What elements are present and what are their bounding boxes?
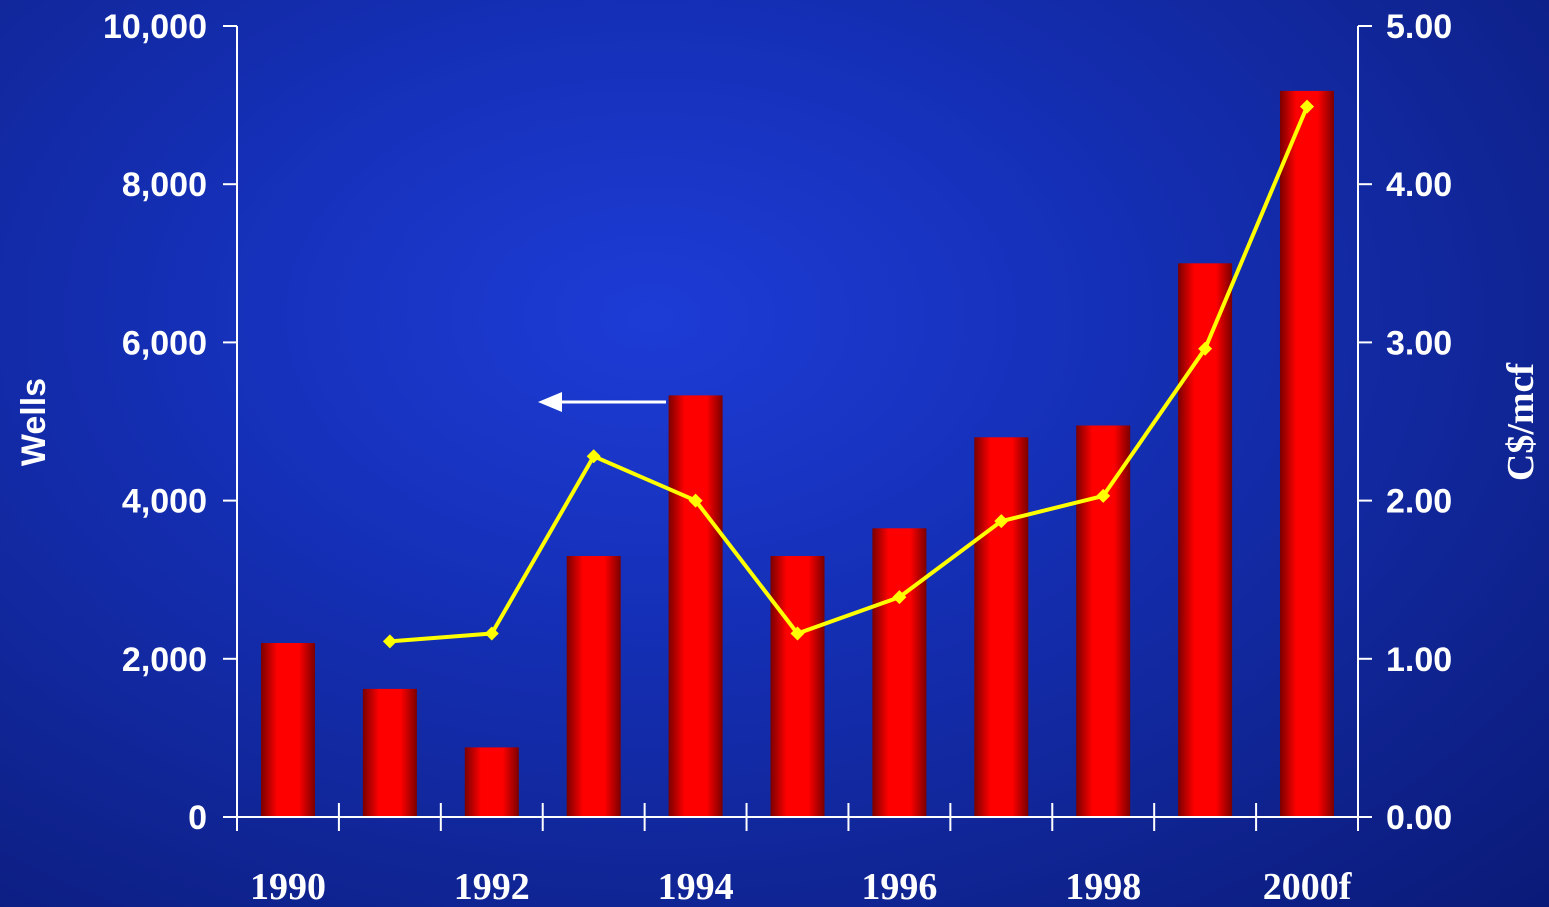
bar-1996 (872, 528, 927, 817)
x-tick-label-1994: 1994 (658, 866, 734, 907)
x-tick-label-1998: 1998 (1065, 866, 1141, 907)
x-tick-label-2000f: 2000f (1263, 866, 1353, 907)
price-point-1992 (484, 626, 499, 641)
bar-1998 (1076, 425, 1131, 817)
bars-layer (261, 90, 1334, 817)
left-axis-arrow-head (538, 392, 562, 412)
price-point-1994 (688, 493, 703, 508)
bar-1990 (261, 643, 315, 817)
price-line (389, 105, 1309, 644)
y-right-tick-label: 4.00 (1386, 166, 1452, 204)
y-right-tick-label: 1.00 (1386, 641, 1452, 679)
price-point-1995 (790, 626, 805, 641)
x-tick-label-1990: 1990 (250, 866, 326, 907)
line-layer (382, 99, 1315, 649)
price-point-1997 (994, 514, 1009, 529)
y-left-tick-label: 0 (188, 799, 207, 837)
price-point-1993 (586, 449, 601, 464)
x-tick-label-1996: 1996 (861, 866, 937, 907)
y-right-tick-label: 0.00 (1386, 799, 1452, 837)
y-left-tick-label: 8,000 (122, 166, 207, 204)
x-tick-label-1992: 1992 (454, 866, 530, 907)
annotation-layer (538, 392, 666, 412)
price-point-1998 (1096, 488, 1111, 503)
price-point-1991 (382, 634, 397, 649)
y-right-tick-label: 2.00 (1386, 483, 1452, 521)
y-right-tick-label: 3.00 (1386, 324, 1452, 362)
bar-1997 (974, 437, 1029, 817)
y-left-tick-label: 10,000 (103, 8, 207, 46)
bar-2000f (1280, 90, 1334, 817)
y-left-tick-label: 6,000 (122, 324, 207, 362)
axes-layer: 0 2,000 4,000 6,000 8,000 10,000 0.00 1.00 2.00 3… (103, 8, 1452, 907)
y-right-tick-label: 5.00 (1386, 8, 1452, 46)
bar-1991 (362, 688, 417, 817)
bar-1993 (566, 556, 621, 817)
price-point-2000f (1300, 99, 1315, 114)
y-axis-right-label: C$/mcf (1500, 362, 1542, 482)
bar-1995 (770, 556, 825, 817)
y-left-tick-label: 4,000 (122, 483, 207, 521)
y-left-tick-label: 2,000 (122, 641, 207, 679)
bar-1992 (464, 747, 519, 817)
bar-1994 (668, 395, 723, 817)
price-point-1999 (1198, 341, 1213, 356)
price-point-1996 (892, 590, 907, 605)
y-axis-left-label: Wells (15, 378, 53, 466)
